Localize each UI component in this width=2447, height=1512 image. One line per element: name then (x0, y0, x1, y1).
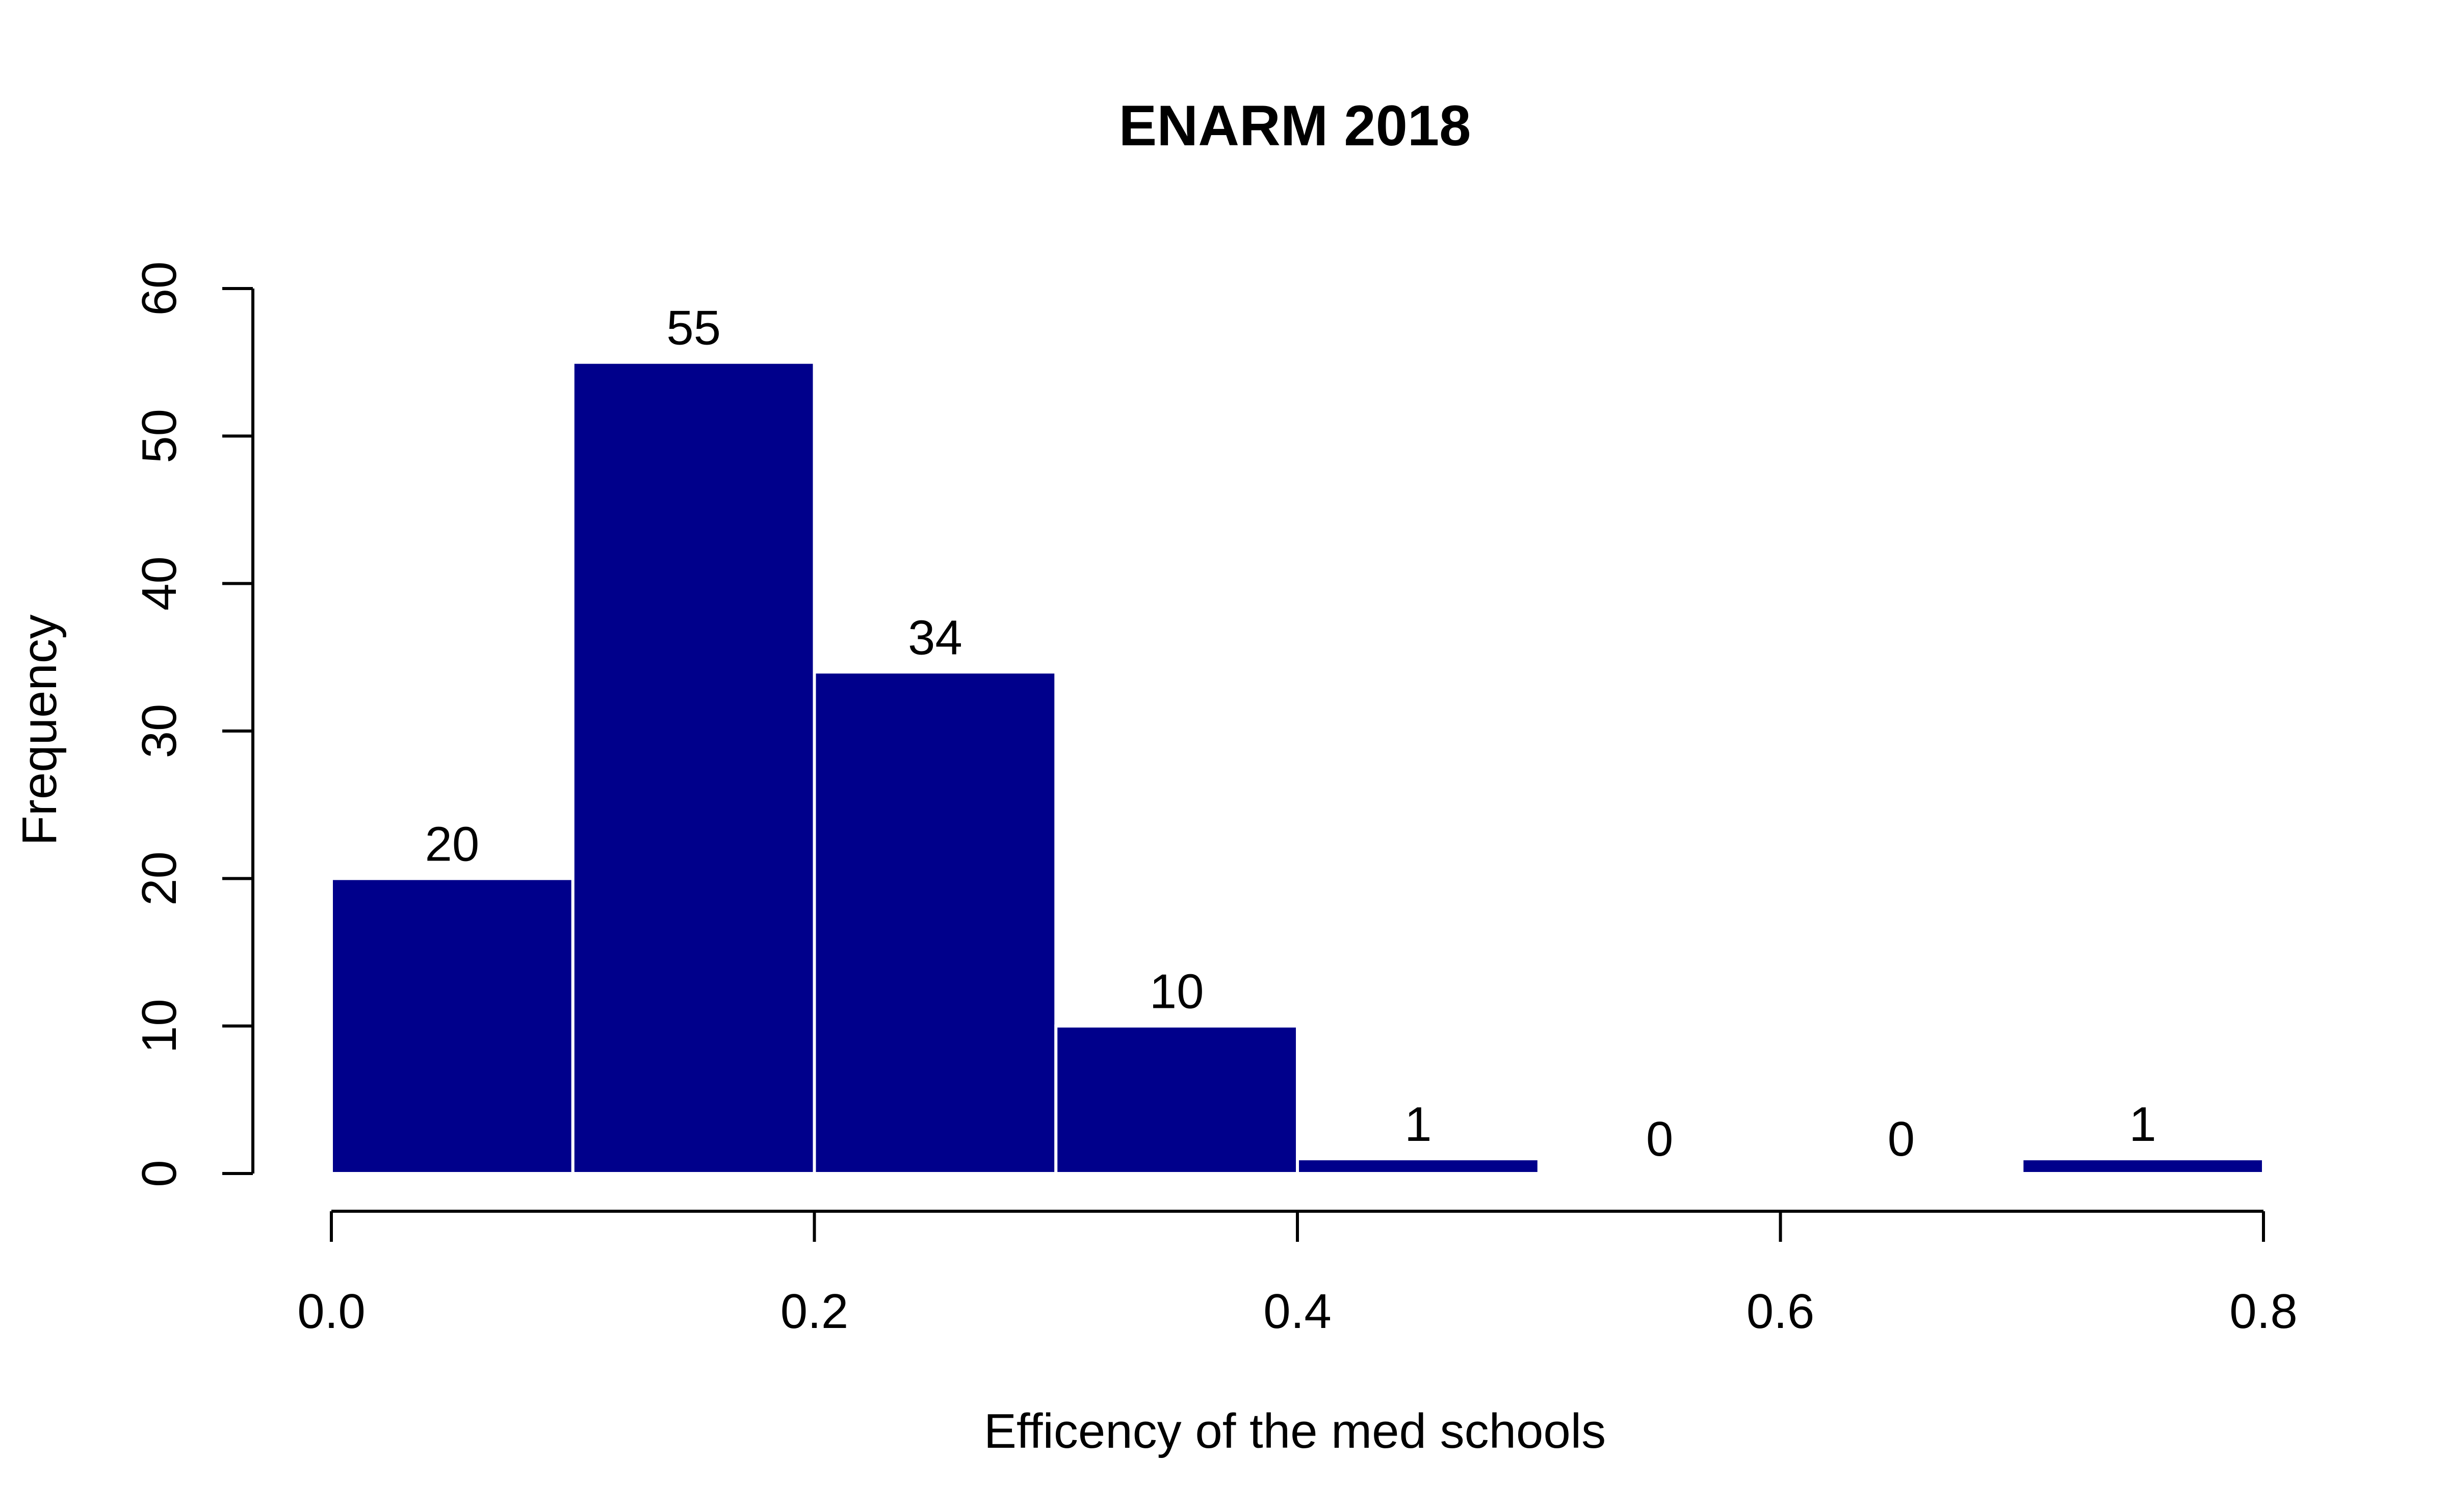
y-tick-label: 30 (132, 704, 187, 759)
x-axis: 0.0 0.2 0.4 0.6 0.8 (297, 1210, 2298, 1339)
y-axis: 0 10 20 30 40 50 60 (132, 262, 254, 1187)
histogram-bar (1054, 1024, 1299, 1175)
y-tick-label: 40 (132, 556, 187, 611)
x-tick-label: 0.8 (2229, 1284, 2297, 1339)
x-tick-label: 0.0 (297, 1284, 365, 1339)
histogram-bar (2020, 1157, 2265, 1175)
histogram-bar (1296, 1157, 1541, 1175)
bar-value-label: 0 (1646, 1112, 1673, 1166)
x-tick-label: 0.6 (1747, 1284, 1814, 1339)
bars (330, 360, 2265, 1176)
bar-value-label: 10 (1150, 964, 1204, 1019)
histogram-bar (571, 360, 816, 1176)
bar-value-label: 1 (1404, 1097, 1431, 1152)
y-tick-label: 10 (132, 999, 187, 1053)
x-axis-label: Efficency of the med schools (984, 1404, 1606, 1458)
x-tick-label: 0.2 (780, 1284, 848, 1339)
y-tick-label: 0 (132, 1160, 187, 1187)
bar-value-label: 20 (425, 817, 479, 871)
bar-value-label: 0 (1888, 1112, 1915, 1166)
histogram-bar (813, 670, 1058, 1176)
chart-title: ENARM 2018 (1119, 94, 1471, 158)
histogram-bar (330, 877, 575, 1176)
y-axis-label: Frequency (12, 614, 67, 846)
x-tick-label: 0.4 (1263, 1284, 1331, 1339)
bar-value-label: 55 (666, 301, 721, 355)
bar-value-label: 1 (2129, 1097, 2156, 1152)
y-tick-label: 20 (132, 851, 187, 906)
y-tick-label: 50 (132, 409, 187, 463)
y-tick-label: 60 (132, 262, 187, 316)
bar-value-label: 34 (908, 610, 962, 665)
